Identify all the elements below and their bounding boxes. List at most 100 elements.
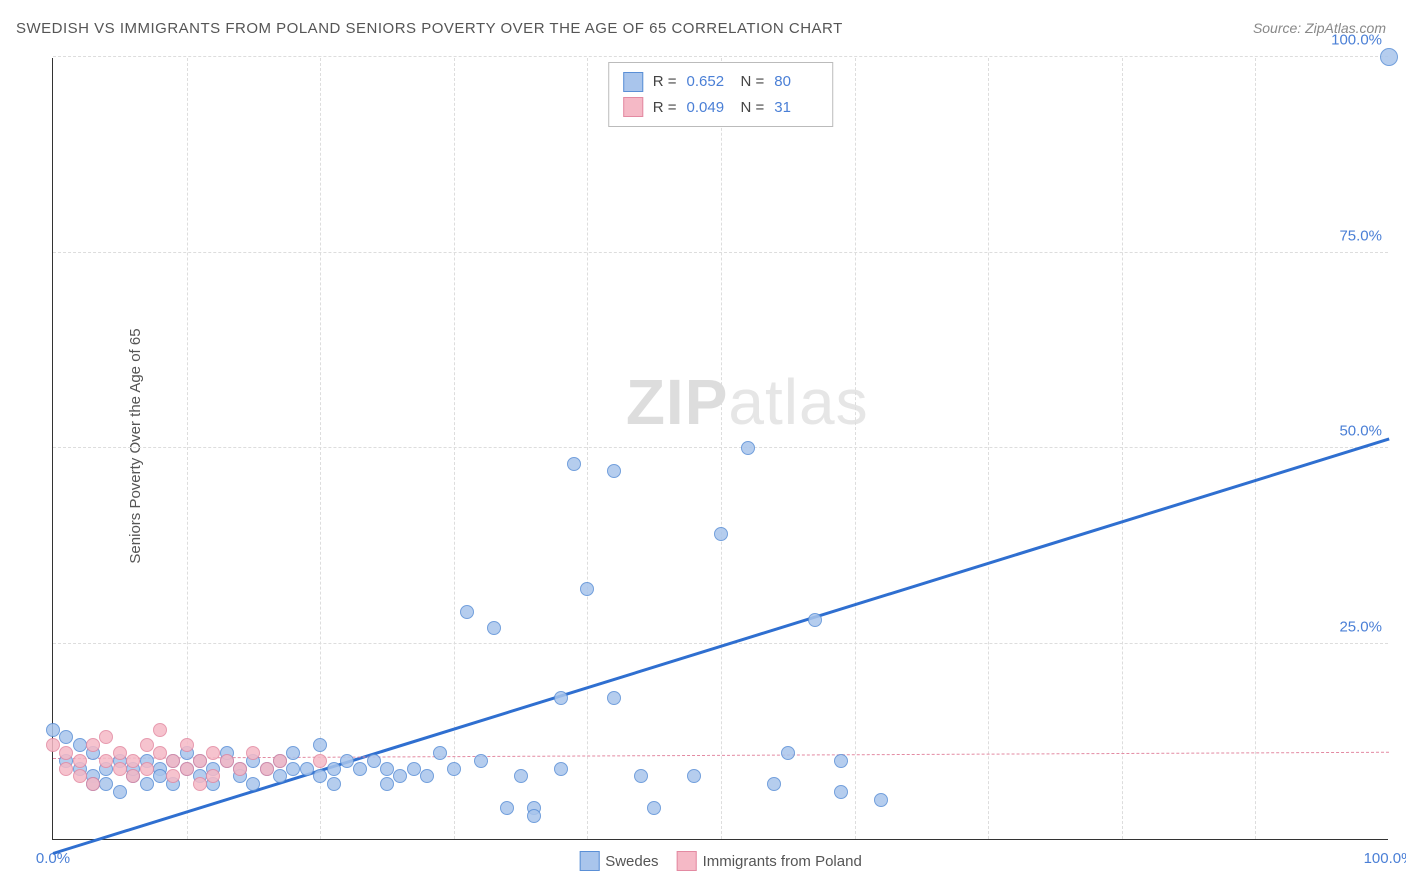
data-point	[260, 762, 274, 776]
gridline-v	[320, 58, 321, 839]
data-point	[193, 777, 207, 791]
data-point	[166, 769, 180, 783]
data-point	[393, 769, 407, 783]
stats-legend: R =0.652N =80R =0.049N =31	[608, 62, 834, 127]
watermark: ZIPatlas	[626, 365, 869, 439]
data-point	[86, 777, 100, 791]
gridline-v	[721, 58, 722, 839]
data-point	[233, 762, 247, 776]
data-point	[460, 605, 474, 619]
data-point	[340, 754, 354, 768]
chart-title: SWEDISH VS IMMIGRANTS FROM POLAND SENIOR…	[16, 20, 843, 37]
data-point	[99, 777, 113, 791]
data-point	[500, 801, 514, 815]
data-point	[99, 754, 113, 768]
ytick-label: 75.0%	[1339, 227, 1382, 244]
data-point	[220, 754, 234, 768]
data-point	[580, 582, 594, 596]
data-point	[474, 754, 488, 768]
data-point	[140, 738, 154, 752]
gridline-v	[454, 58, 455, 839]
data-point	[73, 754, 87, 768]
gridline-v	[1122, 58, 1123, 839]
data-point	[59, 746, 73, 760]
data-point	[554, 762, 568, 776]
data-point	[193, 754, 207, 768]
data-point	[647, 801, 661, 815]
data-point	[327, 777, 341, 791]
data-point	[420, 769, 434, 783]
data-point	[300, 762, 314, 776]
data-point	[607, 464, 621, 478]
data-point	[246, 777, 260, 791]
data-point	[180, 738, 194, 752]
data-point	[313, 738, 327, 752]
data-point	[126, 769, 140, 783]
data-point	[781, 746, 795, 760]
n-label: N =	[741, 95, 765, 121]
data-point	[46, 738, 60, 752]
data-point	[73, 738, 87, 752]
n-label: N =	[741, 69, 765, 95]
n-value: 31	[774, 95, 818, 121]
legend-swatch	[623, 97, 643, 117]
data-point	[246, 746, 260, 760]
data-point	[834, 785, 848, 799]
data-point	[607, 691, 621, 705]
r-label: R =	[653, 69, 677, 95]
data-point	[73, 769, 87, 783]
watermark-zip: ZIP	[626, 366, 729, 438]
data-point	[380, 777, 394, 791]
data-point	[313, 754, 327, 768]
legend-label: Immigrants from Poland	[703, 853, 862, 870]
data-point	[153, 769, 167, 783]
gridline-v	[988, 58, 989, 839]
data-point	[59, 730, 73, 744]
legend-item: Immigrants from Poland	[677, 851, 862, 871]
data-point	[527, 809, 541, 823]
legend-swatch	[677, 851, 697, 871]
data-point	[59, 762, 73, 776]
data-point	[834, 754, 848, 768]
data-point	[567, 457, 581, 471]
data-point	[407, 762, 421, 776]
gridline-v	[587, 58, 588, 839]
n-value: 80	[774, 69, 818, 95]
data-point	[46, 723, 60, 737]
r-value: 0.049	[687, 95, 731, 121]
legend-label: Swedes	[605, 853, 658, 870]
data-point	[113, 762, 127, 776]
data-point	[113, 746, 127, 760]
data-point	[714, 527, 728, 541]
data-point	[380, 762, 394, 776]
data-point	[273, 769, 287, 783]
legend-swatch	[579, 851, 599, 871]
data-point	[433, 746, 447, 760]
data-point	[99, 730, 113, 744]
data-point	[808, 613, 822, 627]
gridline-v	[187, 58, 188, 839]
stats-row: R = 0.049 N = 31	[623, 95, 819, 121]
data-point	[166, 754, 180, 768]
gridline-v	[1255, 58, 1256, 839]
data-point	[206, 746, 220, 760]
legend-item: Swedes	[579, 851, 658, 871]
data-point	[554, 691, 568, 705]
data-point	[180, 762, 194, 776]
data-point	[206, 769, 220, 783]
data-point	[273, 754, 287, 768]
data-point	[447, 762, 461, 776]
data-point	[1380, 48, 1398, 66]
legend-swatch	[623, 72, 643, 92]
gridline-v	[855, 58, 856, 839]
watermark-atlas: atlas	[728, 366, 868, 438]
stats-row: R =0.652N =80	[623, 69, 819, 95]
data-point	[86, 738, 100, 752]
data-point	[313, 769, 327, 783]
data-point	[353, 762, 367, 776]
r-label: R =	[653, 95, 677, 121]
data-point	[487, 621, 501, 635]
data-point	[514, 769, 528, 783]
data-point	[634, 769, 648, 783]
data-point	[286, 746, 300, 760]
